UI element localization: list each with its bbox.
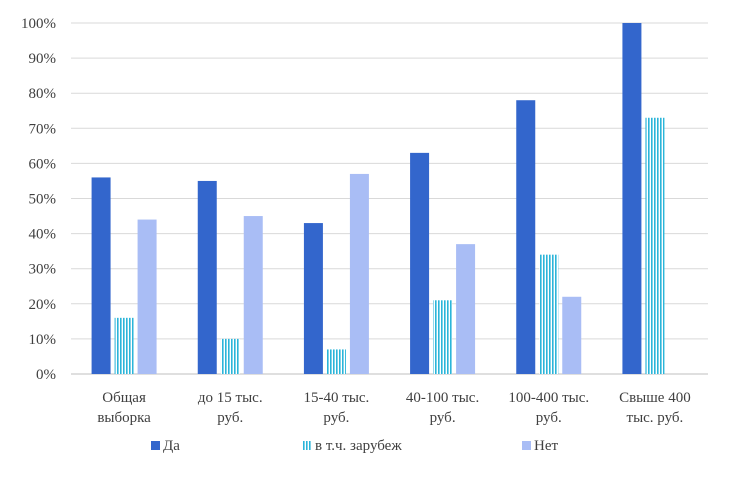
bar-1-4 [410,152,430,374]
y-tick-label: 90% [29,51,57,67]
x-tick-label-line: руб. [536,410,562,426]
y-tick-label: 100% [21,16,56,32]
x-tick-label: 100-400 тыс. руб. [508,390,589,426]
x-tick-label-line: 40-100 тыс. [406,390,479,406]
x-tick-label-line: руб. [323,410,349,426]
bar-2-2 [220,338,240,374]
x-tick-label-line: Общая [102,390,146,406]
gridlines [71,22,708,375]
x-tick-label-line: выборка [97,410,151,426]
legend-label: в т.ч. зарубеж [315,438,402,454]
x-axis-ticks: Общая выборка до 15 тыс. руб. 15-40 тыс. руб.… [97,390,690,426]
bar-2-6 [645,117,665,375]
bar-1-5 [516,100,536,374]
y-tick-label: 30% [29,262,57,278]
bar-1-1 [91,177,111,374]
bar-2-3 [326,349,346,374]
y-tick-label: 10% [29,332,57,348]
x-tick-label-line: тыс. руб. [627,410,684,426]
x-tick-label: Общая выборка [97,390,151,426]
bar-3-5 [562,296,582,374]
y-tick-label: 60% [29,156,57,172]
legend-swatch [151,441,160,450]
bar-3-2 [243,216,263,374]
bar-3-4 [456,244,476,374]
legend-label: Да [163,438,180,454]
y-tick-label: 80% [29,86,57,102]
x-tick-label: Свыше 400 тыс. руб. [619,390,691,426]
legend: Да в т.ч. зарубеж Нет [151,438,558,454]
y-tick-label: 40% [29,227,57,243]
x-tick-label: 15-40 тыс. руб. [304,390,370,426]
y-axis-ticks: 0% 10% 20% 30% 40% 50% 60% 70% 80% 90% 100% [21,16,56,383]
legend-item: Нет [522,438,558,454]
bar-2-1 [114,317,134,374]
bar-3-1 [137,219,157,374]
x-tick-label-line: руб. [217,410,243,426]
legend-item: в т.ч. зарубеж [303,438,402,454]
x-tick-label-line: до 15 тыс. [198,390,263,406]
x-tick-label-line: Свыше 400 [619,390,691,406]
bar-3-3 [349,173,369,374]
legend-swatch [522,441,531,450]
y-tick-label: 0% [36,367,56,383]
x-tick-label: до 15 тыс. руб. [198,390,263,426]
x-tick-label-line: 15-40 тыс. [304,390,370,406]
legend-item: Да [151,438,180,454]
bar-1-3 [303,223,323,374]
x-tick-label: 40-100 тыс. руб. [406,390,479,426]
bar-1-6 [622,23,642,374]
y-tick-label: 50% [29,192,57,208]
x-tick-label-line: 100-400 тыс. [508,390,589,406]
bar-1-2 [197,180,217,374]
y-tick-label: 20% [29,297,57,313]
bar-2-4 [433,300,453,374]
x-tick-label-line: руб. [430,410,456,426]
bar-2-5 [539,254,559,374]
bars [91,23,665,375]
legend-swatch [303,441,312,450]
y-tick-label: 70% [29,121,57,137]
legend-label: Нет [534,438,558,454]
